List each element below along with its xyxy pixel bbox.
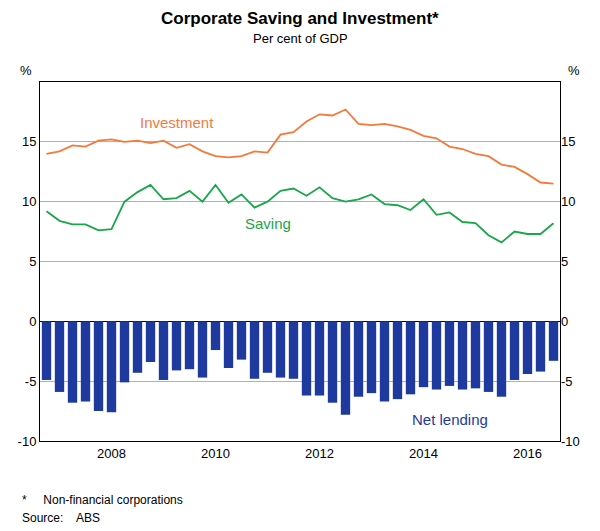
- svg-text:Source: ABS: Source: ABS: [22, 511, 100, 525]
- svg-text:5: 5: [561, 254, 568, 269]
- svg-text:Corporate Saving and Investmen: Corporate Saving and Investment*: [161, 9, 439, 28]
- svg-text:Investment: Investment: [140, 114, 214, 131]
- svg-text:5: 5: [29, 254, 36, 269]
- svg-text:0: 0: [29, 314, 36, 329]
- svg-text:10: 10: [561, 194, 575, 209]
- svg-text:2014: 2014: [409, 446, 438, 461]
- svg-text:0: 0: [561, 314, 568, 329]
- svg-text:2010: 2010: [201, 446, 230, 461]
- svg-text:-10: -10: [561, 434, 580, 449]
- svg-text:2008: 2008: [97, 446, 126, 461]
- svg-text:* Non-financial corporatio: * Non-financial corporations: [22, 493, 183, 507]
- svg-text:Per cent of GDP: Per cent of GDP: [253, 31, 348, 46]
- svg-text:%: %: [20, 63, 32, 78]
- svg-text:-5: -5: [25, 374, 37, 389]
- svg-text:15: 15: [561, 134, 575, 149]
- svg-text:Saving: Saving: [245, 215, 291, 232]
- svg-text:-5: -5: [561, 374, 573, 389]
- svg-text:%: %: [568, 63, 580, 78]
- svg-text:2016: 2016: [513, 446, 542, 461]
- svg-text:2012: 2012: [305, 446, 334, 461]
- svg-text:15: 15: [22, 134, 36, 149]
- svg-text:-10: -10: [18, 434, 37, 449]
- svg-text:Net lending: Net lending: [412, 411, 488, 428]
- svg-text:10: 10: [22, 194, 36, 209]
